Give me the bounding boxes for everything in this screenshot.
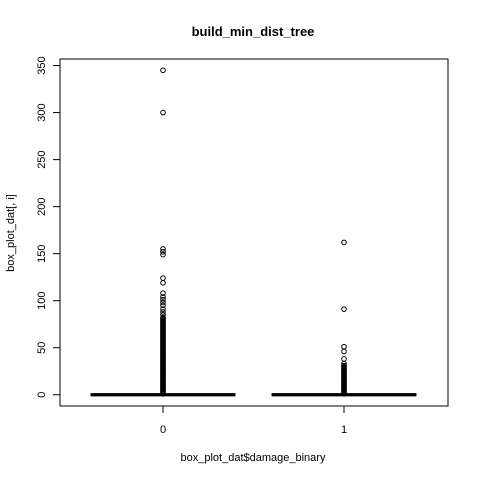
- outlier-point: [341, 343, 347, 350]
- outlier-point: [160, 109, 166, 116]
- outlier-point: [160, 390, 166, 397]
- y-tick-label: 200: [36, 197, 48, 215]
- x-tick-label: 1: [341, 424, 347, 436]
- x-tick-label: 0: [160, 424, 166, 436]
- outlier-point: [160, 299, 166, 306]
- y-tick-label: 300: [36, 103, 48, 121]
- outlier-point: [160, 306, 166, 312]
- outlier-point: [160, 280, 166, 286]
- y-tick-label: 50: [36, 342, 48, 354]
- y-tick-label: 0: [36, 392, 48, 398]
- y-tick-label: 250: [36, 150, 48, 168]
- outlier-point: [341, 306, 347, 312]
- outlier-point: [160, 309, 166, 315]
- outlier-point: [341, 239, 347, 246]
- y-axis: 0 50 100 150 200 250 300 350: [36, 56, 61, 398]
- plot-frame: [59, 58, 449, 407]
- x-axis-label: box_plot_dat$damage_binary: [181, 452, 326, 464]
- outlier-point: [160, 302, 166, 309]
- y-tick-label: 150: [36, 244, 48, 262]
- box-1: [271, 239, 417, 397]
- outlier-point: [160, 248, 166, 255]
- box-0: [90, 67, 236, 397]
- outlier-point: [160, 251, 166, 258]
- outlier-point: [341, 356, 347, 362]
- outlier-point: [160, 296, 166, 303]
- outlier-point: [341, 348, 347, 355]
- y-axis-label: box_plot_dat[, i]: [5, 194, 17, 272]
- outlier-point: [160, 246, 166, 252]
- outlier-point: [160, 275, 166, 281]
- chart-title: build_min_dist_tree: [192, 24, 315, 39]
- outlier-point: [160, 67, 166, 74]
- outlier-point: [160, 290, 166, 296]
- y-tick-label: 350: [36, 56, 48, 74]
- outlier-point: [160, 294, 166, 300]
- box-group: [90, 67, 417, 397]
- y-tick-label: 100: [36, 291, 48, 309]
- outlier-point: [341, 390, 347, 397]
